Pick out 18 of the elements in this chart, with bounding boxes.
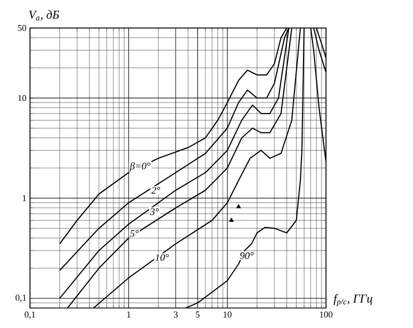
annotation: 3° [150,208,159,216]
annotation: 90° [240,252,254,260]
y-axis-title: V$_{a}$, дБ [29,10,60,20]
x-tick-label: 0,1 [24,312,36,319]
annotation: 10° [155,254,169,261]
x-tick-label: 100 [320,312,332,318]
x-tick-label: 10 [224,312,232,318]
y-tick-label: 1 [22,195,26,202]
x-axis-title: f$_{р/с}$, ГГц [334,294,372,306]
y-tick-label: 10 [18,94,26,102]
y-tick-label: 50 [18,24,26,32]
annotation: 2° [151,186,160,194]
annotation: β=0° [130,162,150,172]
x-tick-label: 5 [196,312,200,318]
annotation: 5° [130,230,139,237]
y-tick-label: 0,1 [16,294,26,302]
x-tick-label: 1 [127,312,130,318]
x-tick-label: 3 [174,312,178,318]
